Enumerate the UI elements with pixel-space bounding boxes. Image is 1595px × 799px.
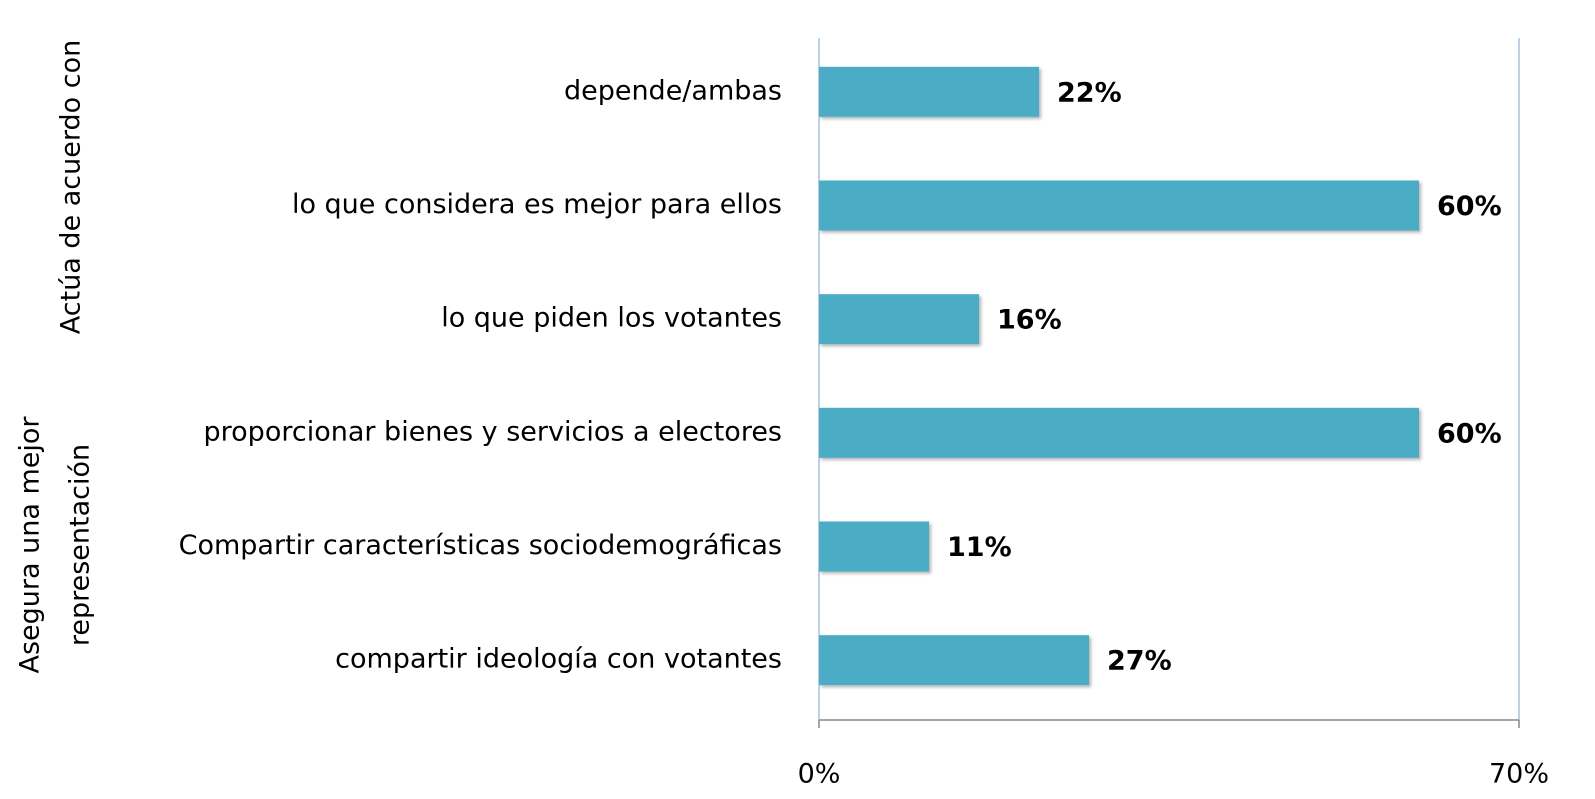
value-label: 22% bbox=[1057, 77, 1122, 108]
x-tick-label: 70% bbox=[1489, 759, 1549, 790]
value-label: 16% bbox=[997, 305, 1062, 336]
value-label: 60% bbox=[1437, 418, 1502, 449]
category-label: Compartir características sociodemográfi… bbox=[179, 530, 782, 561]
bar bbox=[819, 66, 1039, 117]
bar bbox=[819, 521, 929, 572]
category-label: compartir ideología con votantes bbox=[335, 644, 782, 675]
category-label: lo que piden los votantes bbox=[441, 303, 782, 334]
bar bbox=[819, 180, 1419, 231]
value-label: 60% bbox=[1437, 191, 1502, 222]
group-label: Asegura una mejor bbox=[15, 416, 46, 674]
group-label: representación bbox=[65, 444, 96, 646]
value-label: 27% bbox=[1107, 646, 1172, 677]
bar bbox=[819, 635, 1089, 686]
category-label: lo que considera es mejor para ellos bbox=[292, 189, 782, 220]
bar bbox=[819, 294, 979, 345]
group-label: Actúa de acuerdo con bbox=[56, 40, 87, 334]
bar bbox=[819, 407, 1419, 458]
value-label: 11% bbox=[947, 532, 1012, 563]
category-label: depende/ambas bbox=[564, 75, 782, 106]
x-tick-label: 0% bbox=[798, 759, 841, 790]
category-label: proporcionar bienes y servicios a electo… bbox=[204, 416, 782, 447]
